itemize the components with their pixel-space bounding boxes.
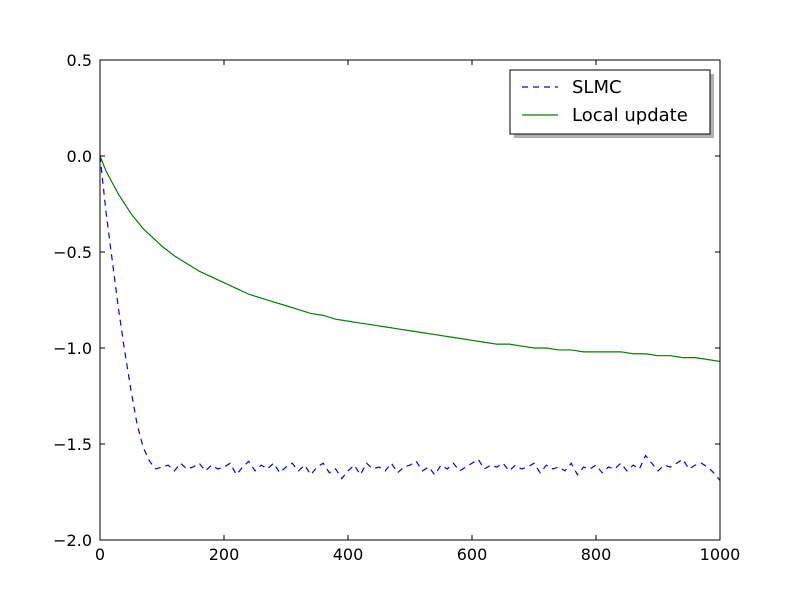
y-tick-label: 0.5 xyxy=(67,51,92,70)
legend: SLMC Local update xyxy=(509,69,714,138)
legend-label-1: Local update xyxy=(572,105,688,126)
x-tick-label: 200 xyxy=(209,545,240,564)
legend-box xyxy=(509,69,711,135)
y-tick-label: −2.0 xyxy=(53,531,92,550)
x-tick-label: 400 xyxy=(333,545,364,564)
axis-ticks: 0 200 400 600 800 1000 0.5 0.0 −0.5 −1.0 −1.5 −2.0 xyxy=(53,51,740,564)
plot-area xyxy=(100,60,720,540)
series-line-1 xyxy=(99,155,721,363)
y-tick-label: −1.5 xyxy=(53,435,92,454)
y-tick-label: 0.0 xyxy=(67,147,92,166)
plot-frame xyxy=(99,59,721,541)
y-tick-label: −0.5 xyxy=(53,243,92,262)
x-tick-label: 1000 xyxy=(700,545,741,564)
x-tick-label: 600 xyxy=(457,545,488,564)
x-tick-label: 0 xyxy=(95,545,105,564)
legend-label-0: SLMC xyxy=(572,77,622,98)
y-tick-label: −1.0 xyxy=(53,339,92,358)
x-tick-label: 800 xyxy=(581,545,612,564)
series-line-0 xyxy=(99,155,721,481)
series-layer xyxy=(99,155,721,481)
